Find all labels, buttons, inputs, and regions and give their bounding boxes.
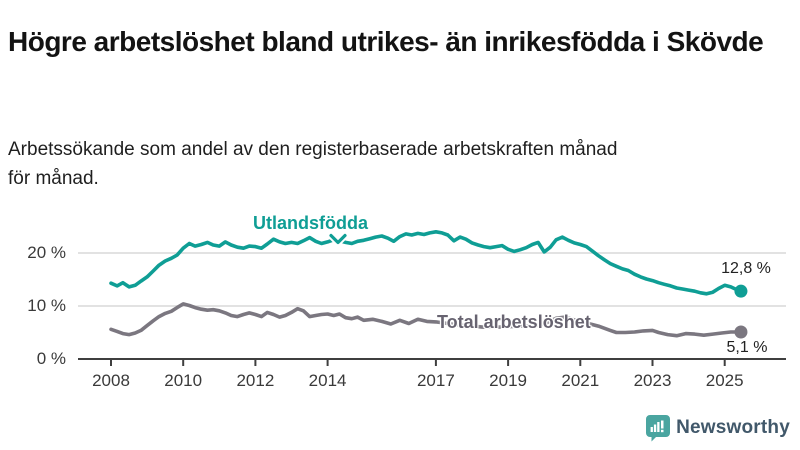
series-label-total-arbetsloshet: Total arbetslöshet <box>437 312 591 332</box>
series-end-dot <box>734 325 748 339</box>
x-axis-label-2021: 2021 <box>561 371 600 390</box>
x-axis-label-2014: 2014 <box>308 371 347 390</box>
chart-area: 20 % 10 % 0 % 2008 2010 2012 2014 2017 2019 20… <box>0 200 800 400</box>
value-label-utlandsfodda: 12,8 % <box>721 260 771 277</box>
series-label-utlandsfodda: Utlandsfödda <box>253 213 368 233</box>
series-end-dot <box>734 284 748 298</box>
x-axis-label-2019: 2019 <box>489 371 527 390</box>
y-axis-label-0: 0 % <box>36 349 66 368</box>
y-axis-label-20: 20 % <box>27 243 66 262</box>
series-line-utlandsfodda <box>109 229 743 296</box>
x-axis-label-2025: 2025 <box>705 371 744 390</box>
x-axis-label-2008: 2008 <box>92 371 130 390</box>
chart-subtitle-line1: Arbetssökande som andel av den registerb… <box>8 139 618 160</box>
line-chart-svg <box>78 229 786 366</box>
chart-title: Högre arbetslöshet bland utrikes- än inr… <box>8 25 764 57</box>
label-pointer-icon <box>329 233 347 245</box>
x-axis-label-2017: 2017 <box>416 371 455 390</box>
chart-subtitle: Arbetssökande som andel av den registerb… <box>8 136 794 193</box>
value-label-total-arbetsloshet: 5,1 % <box>726 339 768 356</box>
newsworthy-logo-text: Newsworthy <box>676 417 790 438</box>
chart-subtitle-line2: för månad. <box>8 167 99 189</box>
x-axis-label-2023: 2023 <box>633 371 672 390</box>
newsworthy-icon <box>646 414 671 441</box>
series-line-total-arbetsloshet <box>109 302 743 338</box>
y-axis-label-10: 10 % <box>27 296 66 315</box>
newsworthy-logo[interactable]: Newsworthy <box>646 413 790 443</box>
x-axis-label-2010: 2010 <box>164 371 203 390</box>
x-axis-label-2012: 2012 <box>236 371 275 390</box>
